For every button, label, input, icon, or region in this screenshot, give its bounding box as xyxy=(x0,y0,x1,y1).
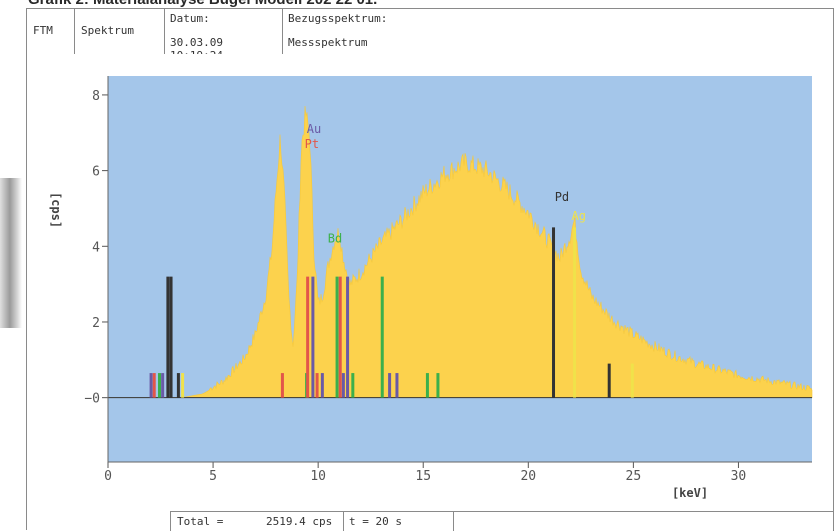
x-tick-label: 15 xyxy=(415,469,431,484)
footer-divider xyxy=(453,512,454,531)
total-value: 2519.4 cps xyxy=(266,515,333,528)
measure-time: t = 20 s xyxy=(349,515,402,528)
element-label-pt: Pt xyxy=(305,137,319,151)
datum-label: Datum: xyxy=(170,12,210,25)
element-label-ag: Ag xyxy=(572,209,586,223)
y-tick-label: 8 xyxy=(92,89,100,104)
y-axis-title: [cps] xyxy=(49,192,63,228)
y-tick-label: 4 xyxy=(92,240,100,255)
x-axis-title: [keV] xyxy=(672,486,708,500)
x-tick-label: 20 xyxy=(520,469,536,484)
x-tick-label: 0 xyxy=(104,469,112,484)
y-tick-label: 2 xyxy=(92,316,100,331)
ftm-label: FTM xyxy=(33,24,53,37)
total-label: Total = xyxy=(177,515,224,528)
footer-divider xyxy=(343,512,344,531)
bezug-cell: Bezugsspektrum: Messspektrum xyxy=(283,9,833,55)
spectrum-header: FTM Spektrum Datum: 30.03.09 10:19:24 Be… xyxy=(26,8,834,62)
spectrum-area xyxy=(107,105,813,398)
x-tick-label: 25 xyxy=(626,469,642,484)
figure-caption: Grafik 2: Materialanalyse Bügel Modell 2… xyxy=(28,0,377,8)
x-tick-label: 30 xyxy=(731,469,747,484)
spektrum-cell: Spektrum xyxy=(75,9,165,55)
x-tick-label: 10 xyxy=(310,469,326,484)
ftm-cell: FTM xyxy=(27,9,75,55)
y-tick-label: 6 xyxy=(92,165,100,180)
element-label-pd: Pd xyxy=(555,190,569,204)
bezug-label: Bezugsspektrum: xyxy=(288,12,388,25)
bezug-value: Messspektrum xyxy=(288,36,368,49)
element-label-bd: Bd xyxy=(328,232,342,246)
spektrum-label: Spektrum xyxy=(81,24,134,37)
photo-fragment xyxy=(0,178,22,328)
y-tick-label: −0 xyxy=(84,392,100,407)
element-label-au: Au xyxy=(307,122,321,136)
totals-bar: Total = 2519.4 cps t = 20 s xyxy=(170,511,834,531)
x-tick-label: 5 xyxy=(209,469,217,484)
